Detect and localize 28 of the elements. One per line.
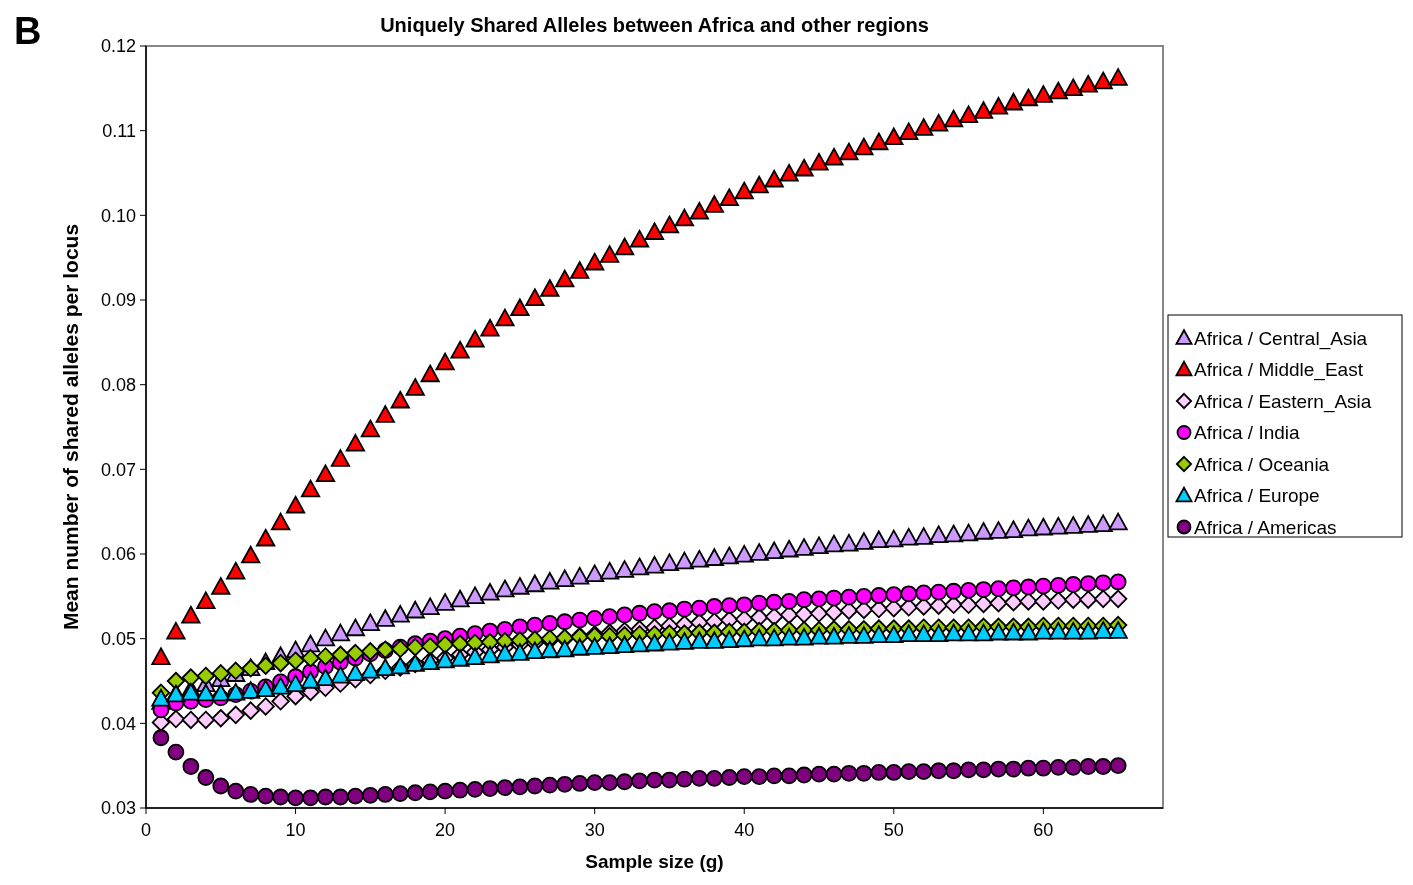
legend-label: Africa / India [1194, 422, 1301, 444]
x-tick-label: 40 [734, 820, 755, 840]
y-tick-label: 0.12 [100, 36, 136, 57]
x-tick-label: 10 [285, 820, 306, 840]
x-tick-label: 20 [435, 820, 456, 840]
y-axis-title: Mean number of shared alleles per locus [59, 223, 82, 631]
chart-title: Uniquely Shared Alleles between Africa and other regions [380, 14, 929, 36]
y-tick-label: 0.05 [100, 628, 136, 649]
x-tick-label: 50 [883, 820, 904, 840]
x-tick-label: 30 [584, 820, 605, 840]
x-tick-label: 60 [1033, 820, 1054, 840]
legend-label: Africa / Central_Asia [1194, 327, 1368, 350]
legend-label: Africa / Middle_East [1194, 359, 1364, 382]
y-tick-label: 0.09 [100, 290, 136, 311]
y-tick-label: 0.06 [100, 544, 136, 565]
text: B [14, 10, 42, 52]
legend-label: Africa / Eastern_Asia [1194, 390, 1372, 413]
y-tick-label: 0.10 [100, 205, 136, 226]
y-tick-label: 0.04 [100, 713, 136, 734]
y-tick-label: 0.08 [100, 374, 136, 395]
y-tick-label: 0.03 [100, 798, 136, 819]
y-tick-label: 0.11 [102, 120, 136, 141]
legend-label: Africa / Europe [1194, 485, 1320, 507]
x-tick-label: 0 [140, 820, 152, 840]
x-axis-title: Sample size (g) [585, 851, 724, 872]
legend-label: Africa / Oceania [1194, 453, 1330, 475]
y-tick-label: 0.07 [100, 459, 136, 480]
legend-label: Africa / Americas [1194, 516, 1337, 538]
